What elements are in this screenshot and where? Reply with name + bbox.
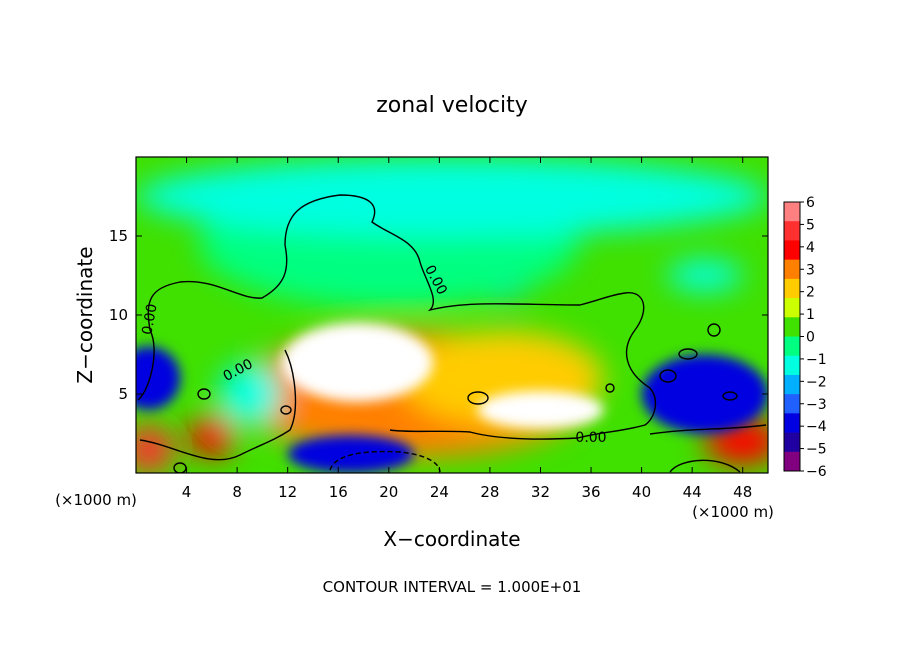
zero-contour-island bbox=[605, 383, 615, 393]
colorbar-tick-label: −1 bbox=[806, 352, 827, 368]
zero-contour-right bbox=[649, 424, 767, 435]
x-tick-label: 20 bbox=[379, 483, 398, 501]
field-blob bbox=[218, 362, 282, 426]
zero-contour-island bbox=[280, 405, 292, 415]
x-tick-label: 4 bbox=[182, 483, 192, 501]
x-tick-label: 28 bbox=[480, 483, 499, 501]
x-tick-label: 16 bbox=[329, 483, 348, 501]
colorbar-segment bbox=[784, 394, 800, 414]
x-axis: 4 8 12 16 20 24 28 32 36 40 44 48 bbox=[182, 157, 752, 501]
field-blob bbox=[189, 416, 235, 458]
field-blob bbox=[641, 354, 768, 434]
x-tick-label: 44 bbox=[683, 483, 702, 501]
colorbar-tick-label: −4 bbox=[806, 419, 827, 435]
negative-contour bbox=[669, 459, 741, 473]
x-axis-label: X−coordinate bbox=[383, 527, 520, 551]
colorbar-tick-label: −3 bbox=[806, 397, 827, 413]
zero-contour-island bbox=[678, 348, 698, 360]
field-blob bbox=[477, 390, 604, 429]
colorbar-segment bbox=[784, 317, 800, 337]
colorbar-segment bbox=[784, 298, 800, 318]
y-axis: 5 10 15 bbox=[109, 227, 768, 403]
field-blob bbox=[287, 435, 415, 473]
colorbar-tick-label: 6 bbox=[806, 195, 815, 211]
colorbar-tick-label: 0 bbox=[806, 330, 815, 346]
x-tick-label: 36 bbox=[581, 483, 600, 501]
colorbar-tick-label: 5 bbox=[806, 217, 815, 233]
velocity-field bbox=[136, 157, 768, 473]
negative-contour-dashed bbox=[329, 450, 441, 473]
y-tick-label: 15 bbox=[109, 227, 128, 245]
zero-contour-island bbox=[722, 391, 738, 401]
colorbar-segment bbox=[784, 374, 800, 395]
zero-contour-island bbox=[173, 462, 187, 473]
field-blob bbox=[136, 425, 174, 473]
colorbar-tick-label: 4 bbox=[806, 240, 815, 256]
colorbar-tick-label: 3 bbox=[806, 262, 815, 278]
plot-area: 0.00 0.00 0.00 0.00 bbox=[135, 156, 769, 474]
x-tick-label: 8 bbox=[232, 483, 242, 501]
zero-contour-island bbox=[197, 388, 211, 400]
field-blob bbox=[281, 322, 434, 402]
chart-title: zonal velocity bbox=[376, 93, 528, 118]
field-blob bbox=[136, 346, 181, 410]
x-tick-label: 40 bbox=[632, 483, 651, 501]
x-unit-label-left: (×1000 m) bbox=[55, 491, 137, 509]
field-blob bbox=[136, 157, 768, 236]
y-axis-label: Z−coordinate bbox=[73, 246, 97, 383]
x-tick-label: 12 bbox=[278, 483, 297, 501]
colorbar-segment bbox=[784, 278, 800, 299]
colorbar-segment bbox=[784, 202, 800, 222]
x-tick-label: 48 bbox=[733, 483, 752, 501]
zero-contour-island bbox=[467, 391, 489, 405]
colorbar-segment bbox=[784, 355, 800, 376]
colorbar-segment bbox=[784, 336, 800, 357]
zero-contour-island bbox=[659, 369, 677, 383]
contour-interval-note: CONTOUR INTERVAL = 1.000E+01 bbox=[323, 578, 582, 596]
colorbar-tick-label: −5 bbox=[806, 442, 827, 458]
x-tick-label: 32 bbox=[531, 483, 550, 501]
y-tick-label: 10 bbox=[109, 306, 128, 324]
zero-contour-lower bbox=[139, 349, 297, 461]
x-unit-label-right: (×1000 m) bbox=[692, 503, 774, 521]
colorbar-segment bbox=[784, 413, 800, 434]
field-blob bbox=[666, 259, 743, 292]
colorbar-segment bbox=[784, 240, 800, 261]
zero-contour-island bbox=[707, 323, 721, 337]
colorbar-tick-label: 2 bbox=[806, 285, 815, 301]
zero-contour-upper bbox=[137, 194, 657, 440]
x-tick-label: 24 bbox=[430, 483, 449, 501]
colorbar-tick-label: 1 bbox=[806, 307, 815, 323]
zero-contours bbox=[137, 194, 767, 473]
colorbar-tick-label: −2 bbox=[806, 374, 827, 390]
colorbar-segment bbox=[784, 451, 800, 472]
colorbar-segment bbox=[784, 221, 800, 241]
contour-label: 0.00 bbox=[575, 430, 606, 446]
contour-label: 0.00 bbox=[139, 303, 160, 336]
colorbar: 6 5 4 3 2 1 0 −1 −2 −3 −4 −5 −6 bbox=[783, 195, 827, 480]
y-tick-label: 5 bbox=[118, 385, 128, 403]
colorbar-tick-label: −6 bbox=[806, 464, 827, 480]
colorbar-segment bbox=[784, 432, 800, 453]
colorbar-segment bbox=[784, 259, 800, 280]
